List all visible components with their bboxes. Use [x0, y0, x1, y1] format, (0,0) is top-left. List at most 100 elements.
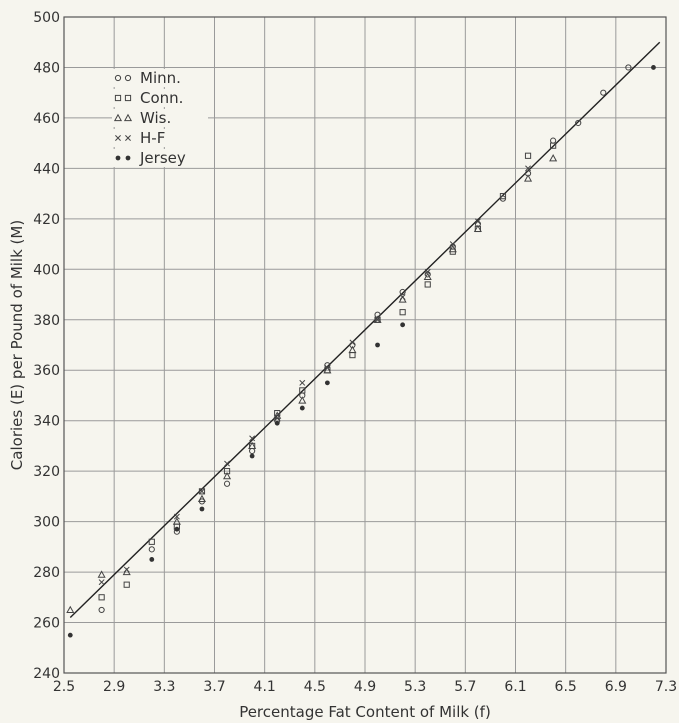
y-tick-label: 360	[33, 363, 60, 379]
y-tick-label: 380	[33, 313, 60, 329]
legend-label: Wis.	[140, 109, 171, 127]
series-3	[98, 165, 531, 586]
y-tick-label: 320	[33, 464, 60, 480]
legend-bg	[112, 149, 208, 167]
data-point	[523, 174, 533, 182]
data-point	[423, 272, 432, 280]
data-point	[249, 453, 255, 459]
data-point	[525, 165, 531, 172]
x-tick-label: 7.3	[655, 679, 677, 695]
data-point	[375, 342, 380, 348]
data-point	[575, 119, 582, 127]
data-point	[348, 345, 357, 354]
data-point	[149, 557, 155, 562]
data-point	[274, 420, 280, 426]
data-point	[98, 579, 105, 586]
data-point	[625, 64, 632, 71]
data-point	[174, 526, 180, 532]
data-point	[66, 605, 75, 614]
data-point	[550, 142, 557, 149]
x-tick-label: 5.7	[454, 679, 476, 695]
legend-marker	[124, 74, 132, 82]
legend-label: Minn.	[140, 69, 181, 87]
legend-label: Conn.	[140, 89, 183, 107]
x-tick-label: 4.5	[304, 679, 326, 695]
legend-bg	[112, 129, 208, 147]
y-tick-label: 240	[33, 666, 60, 682]
y-tick-label: 480	[33, 60, 60, 76]
x-tick-label: 3.7	[203, 679, 225, 695]
data-point	[198, 488, 206, 495]
legend-marker	[114, 94, 122, 102]
data-point	[148, 546, 155, 553]
data-point	[373, 315, 382, 323]
data-point	[98, 606, 105, 614]
data-point	[199, 488, 205, 495]
x-tick-label: 2.5	[53, 679, 75, 695]
data-point	[324, 364, 331, 371]
data-point	[550, 137, 557, 144]
legend-bg	[112, 109, 208, 127]
data-point	[123, 581, 130, 588]
x-tick-label: 6.9	[605, 679, 627, 695]
legend-bg	[112, 69, 208, 87]
data-point	[172, 517, 181, 525]
data-point	[651, 65, 656, 70]
y-tick-label: 500	[33, 10, 60, 26]
data-point	[474, 218, 481, 225]
x-tick-label: 4.1	[254, 679, 276, 695]
y-tick-label: 440	[33, 161, 60, 177]
data-point	[499, 193, 507, 200]
data-point	[399, 294, 406, 301]
legend: Minn. Conn. Wis. H-F Jersey	[112, 69, 208, 167]
data-point	[173, 513, 180, 520]
legend-marker	[124, 94, 132, 102]
legend-label: H-F	[140, 129, 165, 147]
data-point	[299, 379, 306, 386]
data-point	[399, 309, 406, 316]
data-point	[98, 594, 105, 601]
plot-frame	[63, 16, 667, 674]
data-point	[448, 244, 457, 253]
y-tick-label: 340	[33, 414, 60, 430]
data-point	[298, 396, 307, 404]
y-tick-label: 400	[33, 262, 60, 278]
x-tick-label: 5.3	[404, 679, 426, 695]
data-point	[199, 506, 205, 512]
data-point	[248, 441, 257, 450]
y-tick-label: 300	[33, 515, 60, 531]
data-point	[197, 494, 207, 503]
series-2	[66, 154, 558, 614]
data-point	[549, 154, 558, 162]
data-point	[123, 566, 130, 573]
y-axis-label: Calories (E) per Pound of Milk (M)	[8, 220, 26, 470]
data-point	[67, 632, 73, 638]
legend-marker	[114, 74, 122, 82]
x-tick-label: 6.1	[504, 679, 526, 695]
legend-label: Jersey	[139, 149, 186, 167]
data-point	[274, 415, 281, 422]
data-point	[349, 351, 356, 359]
data-point	[399, 288, 406, 296]
data-point	[97, 570, 106, 578]
data-point	[299, 387, 306, 394]
data-point	[524, 152, 532, 159]
legend-marker	[125, 155, 131, 161]
fit-line	[69, 41, 661, 618]
y-tick-label: 260	[33, 616, 60, 632]
data-point	[374, 316, 381, 323]
data-point	[274, 410, 281, 417]
data-point	[148, 538, 155, 545]
data-point	[449, 241, 456, 248]
legend-marker	[115, 155, 121, 161]
y-tick-label: 460	[33, 111, 60, 127]
legend-marker	[115, 135, 121, 141]
legend-marker	[123, 113, 133, 122]
data-point	[249, 435, 256, 442]
data-point	[424, 281, 431, 288]
legend-marker	[113, 113, 123, 122]
data-point	[473, 224, 482, 233]
legend-marker	[125, 135, 131, 141]
data-point	[324, 380, 330, 386]
